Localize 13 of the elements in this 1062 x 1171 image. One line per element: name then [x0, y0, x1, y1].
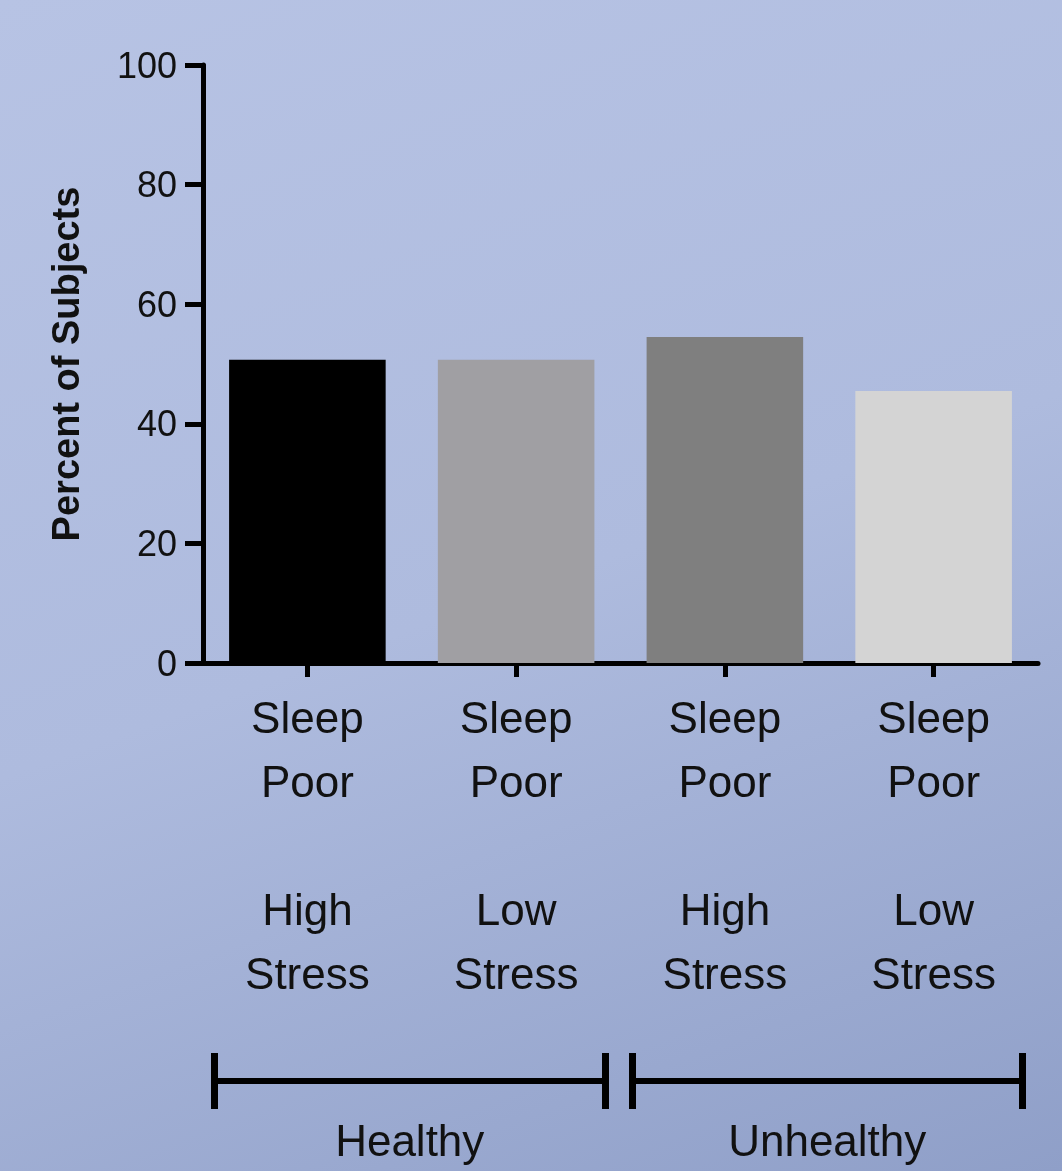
y-tick-label: 0: [156, 642, 177, 684]
y-axis-title: Percent of Subjects: [45, 186, 87, 542]
y-tick-label: 100: [116, 44, 177, 86]
y-tick-label: 60: [136, 283, 177, 325]
category-label: Sleep Poor Low Stress: [871, 692, 996, 998]
y-tick-label: 40: [136, 403, 177, 445]
y-tick-label: 80: [136, 164, 177, 206]
text: Healthy: [334, 1116, 486, 1166]
text: Unhealthy: [727, 1116, 928, 1166]
y-tick-label: 20: [136, 522, 177, 564]
category-label: Sleep Poor Low Stress: [453, 692, 579, 998]
category-label: Sleep Poor High Stress: [245, 692, 370, 998]
category-label: Sleep Poor High Stress: [662, 692, 788, 998]
